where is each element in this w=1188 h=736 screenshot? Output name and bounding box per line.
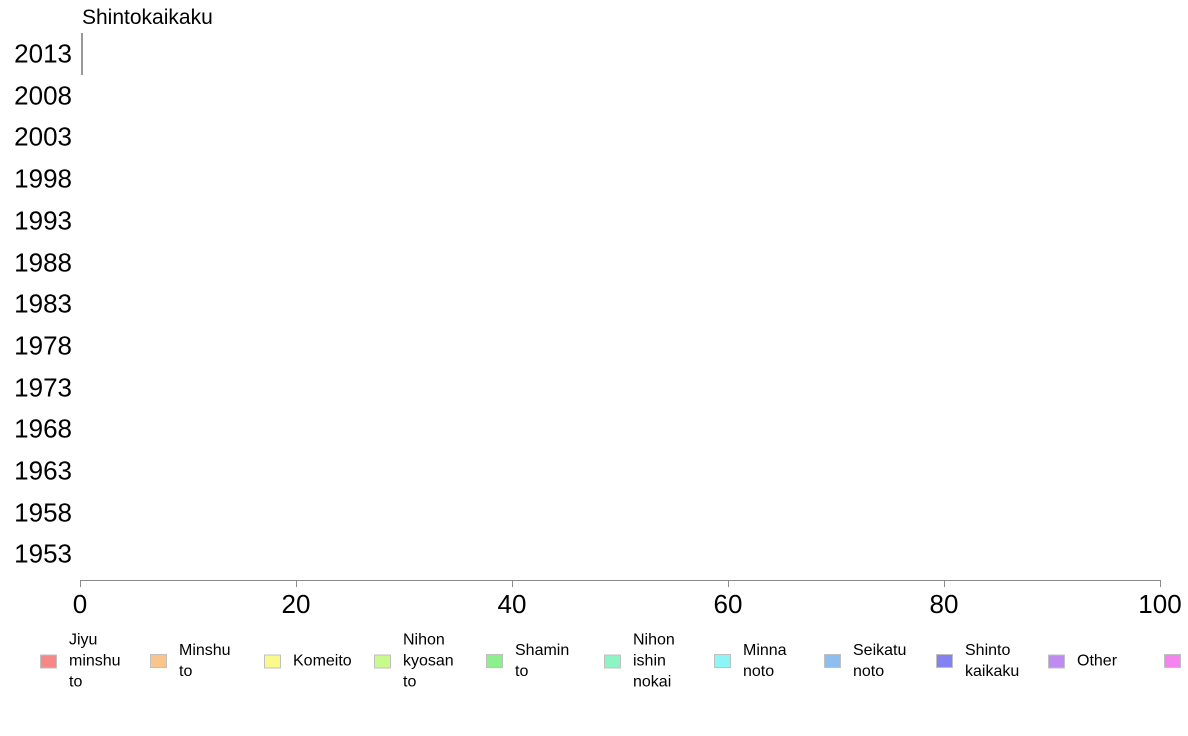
legend-item-label: Nihon kyosan to (403, 631, 454, 691)
legend-item: Minshu to (150, 640, 231, 682)
legend-color-swatch (936, 654, 953, 668)
legend-item: Nihon ishin nokai (604, 630, 675, 693)
y-tick-label: 1973 (14, 372, 72, 403)
legend-item: Komeito (264, 651, 352, 672)
y-tick-label: 1983 (14, 288, 72, 319)
legend-item-label: Shamin to (515, 642, 570, 680)
legend-item (1164, 654, 1181, 668)
legend-item-label: Other (1077, 652, 1118, 670)
y-tick-label: 1988 (14, 247, 72, 277)
y-tick-label: 2013 (14, 38, 72, 69)
legend-item: Shinto kaikaku (936, 640, 1019, 682)
legend-item-label: Minna noto (743, 642, 787, 680)
x-tick-label: 60 (713, 589, 743, 619)
legend-item-label: Jiyu minshu to (69, 631, 121, 691)
y-tick-label: 1968 (14, 413, 72, 444)
legend-color-swatch (150, 654, 167, 668)
legend-item: Nihon kyosan to (374, 630, 454, 693)
y-tick-label: 1998 (14, 163, 72, 194)
x-tick-label: 100 (1138, 589, 1182, 619)
x-tick-mark (944, 580, 945, 587)
legend-item: Jiyu minshu to (40, 630, 121, 693)
x-tick-mark (80, 580, 81, 587)
legend-color-swatch (1048, 654, 1065, 668)
legend-item-label: Shinto kaikaku (965, 642, 1020, 680)
legend-color-swatch (264, 654, 281, 668)
legend-item: Other (1048, 651, 1117, 672)
legend-color-swatch (824, 654, 841, 668)
chart-title: Shintokaikaku (82, 6, 213, 29)
x-tick-label: 40 (497, 589, 527, 619)
y-tick-label: 1958 (14, 497, 72, 528)
x-tick-mark (512, 580, 513, 587)
legend-color-swatch (604, 654, 621, 668)
legend-item: Seikatu noto (824, 640, 906, 682)
legend-color-swatch (40, 654, 57, 668)
zero-value-bar-marker-2013 (81, 33, 83, 75)
x-tick-mark (296, 580, 297, 587)
legend-color-swatch (1164, 654, 1181, 668)
x-tick-label: 0 (72, 589, 88, 619)
x-tick-mark (1160, 580, 1161, 587)
legend-color-swatch (714, 654, 731, 668)
x-tick-mark (728, 580, 729, 587)
legend-item-label: Nihon ishin nokai (633, 631, 675, 691)
legend-item-label: Minshu to (179, 642, 231, 680)
y-tick-label: 1963 (14, 455, 72, 486)
legend-item: Shamin to (486, 640, 569, 682)
x-tick-label: 20 (281, 589, 311, 619)
legend-color-swatch (374, 654, 391, 668)
legend-item-label: Komeito (293, 652, 352, 670)
x-tick-label: 80 (929, 589, 959, 619)
y-tick-label: 2008 (14, 80, 72, 111)
x-axis-line (80, 580, 1161, 581)
y-tick-label: 1953 (14, 538, 72, 569)
y-tick-label: 1978 (14, 330, 72, 361)
legend-color-swatch (486, 654, 503, 668)
legend-item-label: Seikatu noto (853, 642, 907, 680)
y-tick-label: 2003 (14, 121, 72, 152)
y-tick-label: 1993 (14, 205, 72, 236)
legend-item: Minna noto (714, 640, 787, 682)
